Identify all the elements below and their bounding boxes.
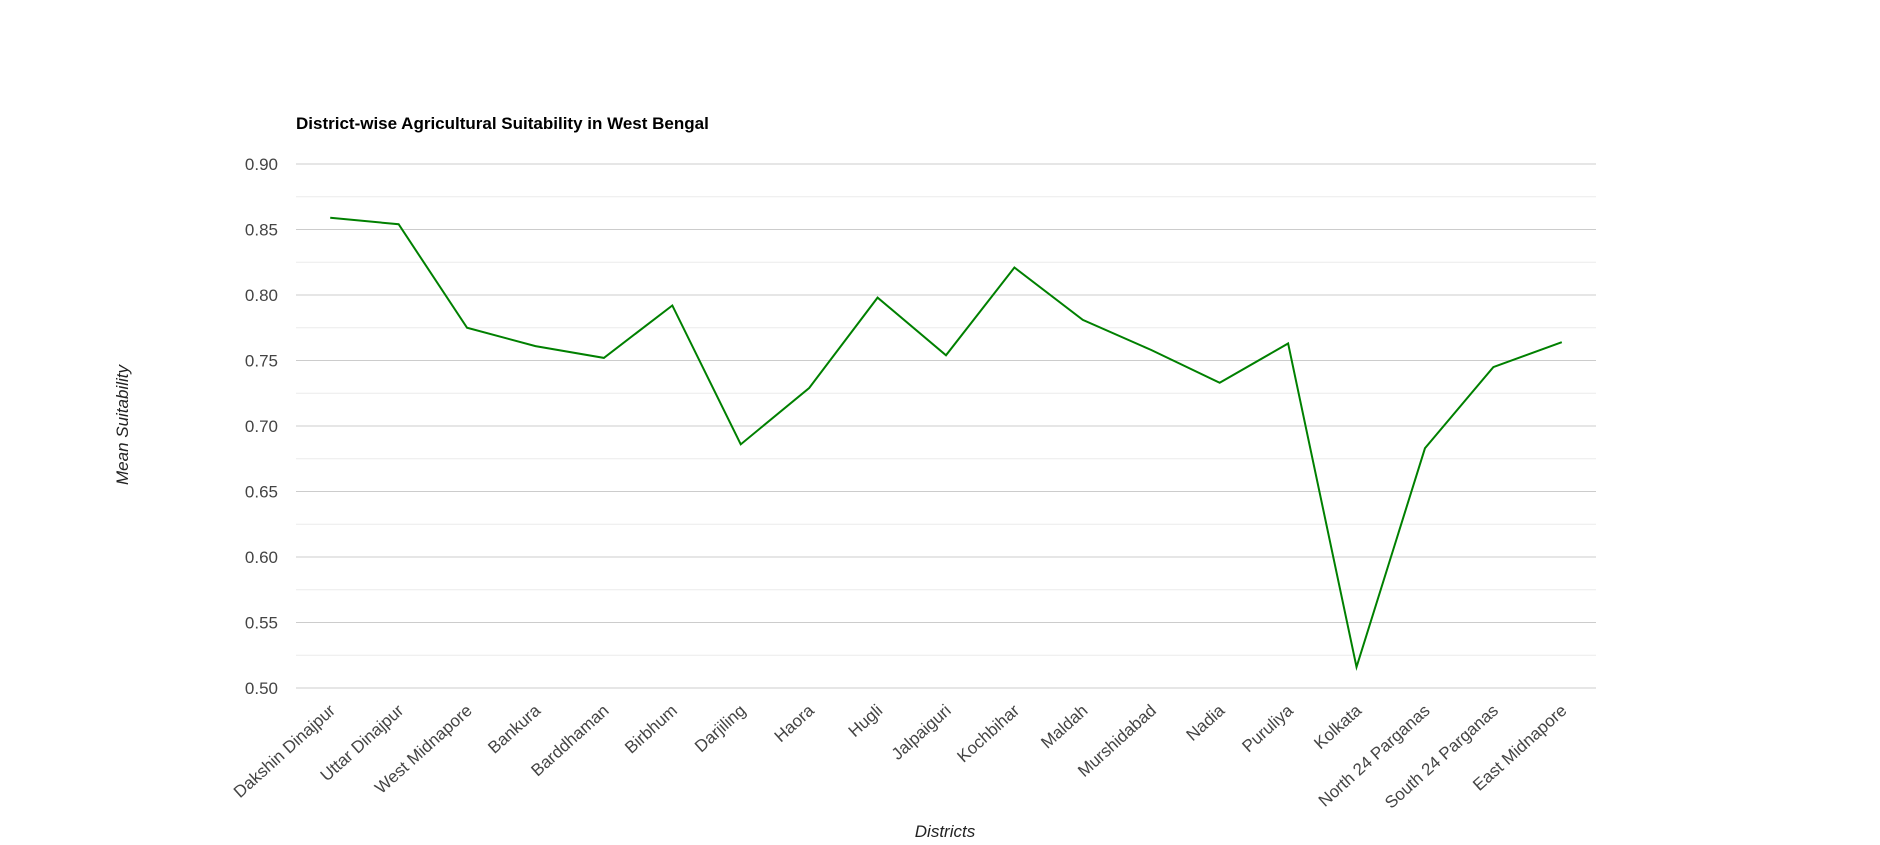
y-axis-tick-labels: 0.90 0.85 0.80 0.75 0.70 0.65 0.60 0.55 0.50 xyxy=(245,155,278,698)
data-point[interactable] xyxy=(1010,263,1018,271)
data-point[interactable] xyxy=(1489,363,1497,371)
x-tick-label: Kochbihar xyxy=(953,701,1023,767)
data-point[interactable] xyxy=(326,214,334,222)
x-tick-label: Haora xyxy=(771,700,819,745)
y-tick-label: 0.80 xyxy=(245,286,278,305)
x-tick-label: Hugli xyxy=(845,701,887,741)
data-point[interactable] xyxy=(1147,346,1155,354)
data-point[interactable] xyxy=(668,301,676,309)
x-tick-label: South 24 Parganas xyxy=(1381,701,1502,813)
data-point[interactable] xyxy=(1284,339,1292,347)
data-point[interactable] xyxy=(805,384,813,392)
x-tick-label: Puruliya xyxy=(1238,700,1297,756)
y-tick-label: 0.50 xyxy=(245,679,278,698)
y-tick-label: 0.55 xyxy=(245,614,278,633)
data-point[interactable] xyxy=(395,220,403,228)
series-line xyxy=(330,216,1563,671)
data-point[interactable] xyxy=(463,324,471,332)
data-point[interactable] xyxy=(1558,338,1566,346)
data-point[interactable] xyxy=(600,354,608,362)
data-point[interactable] xyxy=(1421,444,1429,452)
chart-title: District-wise Agricultural Suitability i… xyxy=(296,114,709,133)
y-tick-label: 0.85 xyxy=(245,221,278,240)
gridlines xyxy=(296,163,1596,689)
series-lines xyxy=(330,216,1563,671)
series-points xyxy=(326,214,1566,671)
data-point[interactable] xyxy=(874,294,882,302)
x-tick-label: Jalpaiguri xyxy=(888,701,955,764)
data-point[interactable] xyxy=(737,440,745,448)
x-tick-label: Darjiling xyxy=(691,701,749,756)
y-tick-label: 0.65 xyxy=(245,483,278,502)
x-tick-label: Maldah xyxy=(1037,701,1091,752)
y-tick-label: 0.90 xyxy=(245,155,278,174)
x-tick-label: Birbhum xyxy=(621,701,681,757)
y-tick-label: 0.75 xyxy=(245,352,278,371)
y-axis-title: Mean Suitability xyxy=(113,364,132,486)
x-tick-label: Nadia xyxy=(1183,700,1229,744)
x-tick-label: Dakshin Dinajpur xyxy=(230,701,339,802)
x-tick-label: Bankura xyxy=(484,700,544,757)
y-tick-label: 0.70 xyxy=(245,417,278,436)
x-tick-label: Kolkata xyxy=(1310,700,1365,752)
data-point[interactable] xyxy=(1216,379,1224,387)
data-point[interactable] xyxy=(531,342,539,350)
data-point[interactable] xyxy=(1079,316,1087,324)
y-tick-label: 0.60 xyxy=(245,548,278,567)
data-point[interactable] xyxy=(942,351,950,359)
data-point[interactable] xyxy=(1353,663,1361,671)
x-axis-title: Districts xyxy=(915,822,976,841)
x-tick-label: North 24 Parganas xyxy=(1315,701,1434,811)
